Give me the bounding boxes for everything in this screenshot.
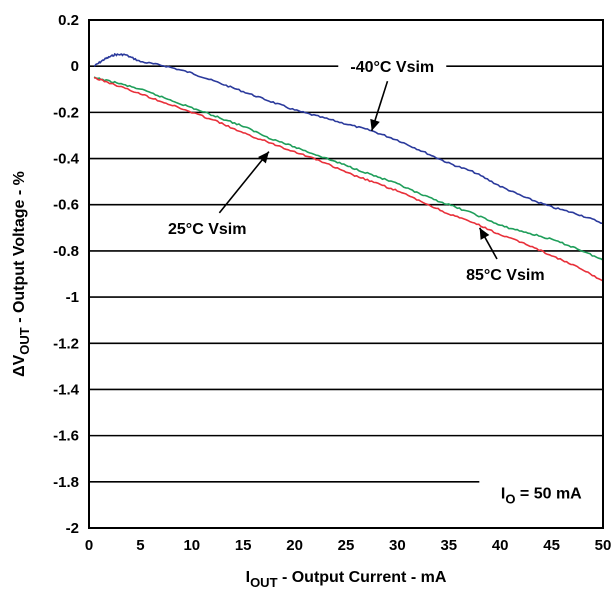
annotation-arrowhead bbox=[258, 151, 269, 164]
y-tick-label: -1.4 bbox=[53, 381, 80, 398]
annotation-arrowhead bbox=[479, 227, 490, 240]
x-tick-label: 15 bbox=[235, 537, 252, 554]
y-tick-label: 0 bbox=[71, 58, 79, 75]
annotation-background bbox=[158, 214, 257, 239]
x-tick-label: 10 bbox=[183, 537, 200, 554]
condition-rest: = 50 mA bbox=[515, 485, 582, 502]
x-tick-labels: 0 5 10 15 20 25 30 35 40 45 50 bbox=[85, 537, 612, 554]
condition-main: I bbox=[501, 485, 505, 502]
annotation-label: -40°C Vsim bbox=[350, 59, 434, 76]
y-tick-label: -1 bbox=[66, 289, 79, 306]
y-tick-labels: 0.2 0 -0.2 -0.4 -0.6 -0.8 -1 -1.2 -1.4 -1.6 -1.8 -2 bbox=[53, 12, 80, 537]
y-tick-label: -1.8 bbox=[53, 474, 79, 491]
annotation-arrowhead bbox=[370, 118, 380, 131]
annotation-label: 85°C Vsim bbox=[466, 267, 544, 284]
x-tick-label: 35 bbox=[440, 537, 457, 554]
x-axis-title: IOUT - Output Current - mA bbox=[246, 569, 447, 590]
y-tick-label: 0.2 bbox=[58, 12, 79, 29]
x-tick-label: 40 bbox=[492, 537, 509, 554]
y-tick-label: -0.2 bbox=[53, 104, 79, 121]
x-tick-label: 45 bbox=[543, 537, 560, 554]
condition-label: IO = 50 mA bbox=[501, 485, 582, 506]
x-tick-label: 5 bbox=[136, 537, 144, 554]
y-tick-label: -1.6 bbox=[53, 428, 79, 445]
series-line bbox=[93, 76, 604, 261]
annotation-background bbox=[338, 53, 447, 78]
y-axis-title: ΔVOUT - Output Voltage - % bbox=[11, 171, 32, 377]
annotations: -40°C Vsim 25°C Vsim 85°C Vsim bbox=[158, 53, 604, 508]
x-tick-label: 20 bbox=[286, 537, 303, 554]
y-axis-title-sub: OUT bbox=[17, 327, 32, 355]
y-tick-label: -1.2 bbox=[53, 335, 79, 352]
series-group bbox=[93, 52, 604, 282]
annotation-label: 25°C Vsim bbox=[168, 221, 246, 238]
series-line bbox=[93, 52, 603, 224]
y-axis-title-delta: ΔV bbox=[11, 354, 28, 377]
y-tick-label: -0.6 bbox=[53, 197, 79, 214]
x-axis-title-main: I bbox=[246, 569, 250, 586]
x-axis-title-rest: - Output Current - mA bbox=[278, 569, 447, 586]
annotation-arrow-line bbox=[218, 151, 270, 214]
y-tick-label: -0.8 bbox=[53, 243, 79, 260]
condition-background bbox=[479, 479, 604, 508]
y-axis-title-rest: - Output Voltage - % bbox=[11, 171, 28, 327]
x-tick-label: 0 bbox=[85, 537, 93, 554]
y-tick-label: -2 bbox=[66, 520, 79, 537]
x-tick-label: 25 bbox=[338, 537, 355, 554]
annotation-background bbox=[456, 261, 555, 285]
x-tick-label: 50 bbox=[595, 537, 612, 554]
y-tick-label: -0.4 bbox=[53, 151, 80, 168]
x-tick-label: 30 bbox=[389, 537, 406, 554]
x-axis-title-sub: OUT bbox=[250, 575, 278, 590]
series-line bbox=[94, 77, 604, 282]
plot-frame bbox=[88, 19, 604, 529]
condition-sub: O bbox=[505, 491, 515, 506]
